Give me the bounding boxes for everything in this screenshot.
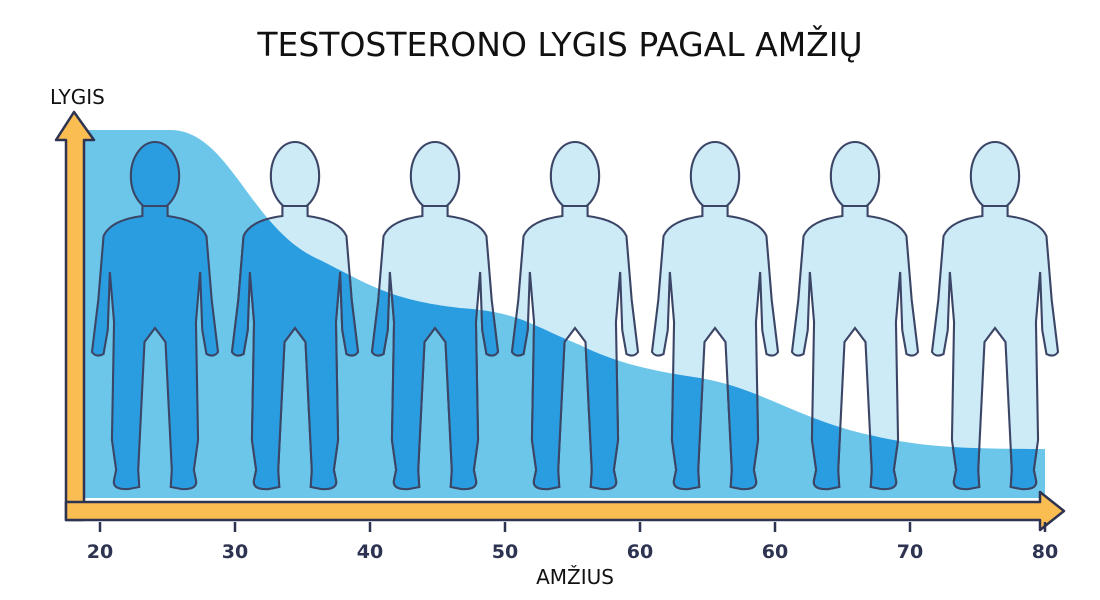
x-tick-label: 80 — [1032, 541, 1058, 563]
x-axis — [64, 490, 1066, 532]
x-ticks: 20 30 40 50 60 60 70 80 — [87, 522, 1058, 563]
x-tick-label: 30 — [222, 541, 248, 563]
x-tick-label: 70 — [897, 541, 923, 563]
x-tick-label: 60 — [762, 541, 788, 563]
y-axis-label: LYGIS — [50, 85, 105, 109]
title: TESTOSTERONO LYGIS PAGAL AMŽIŲ — [256, 24, 862, 64]
x-tick-label: 50 — [492, 541, 518, 563]
x-tick-label: 60 — [627, 541, 653, 563]
x-tick-label: 40 — [357, 541, 383, 563]
x-axis-label: AMŽIUS — [536, 565, 614, 589]
y-axis — [54, 110, 96, 522]
person-outline — [930, 140, 1060, 491]
x-tick-label: 20 — [87, 541, 113, 563]
